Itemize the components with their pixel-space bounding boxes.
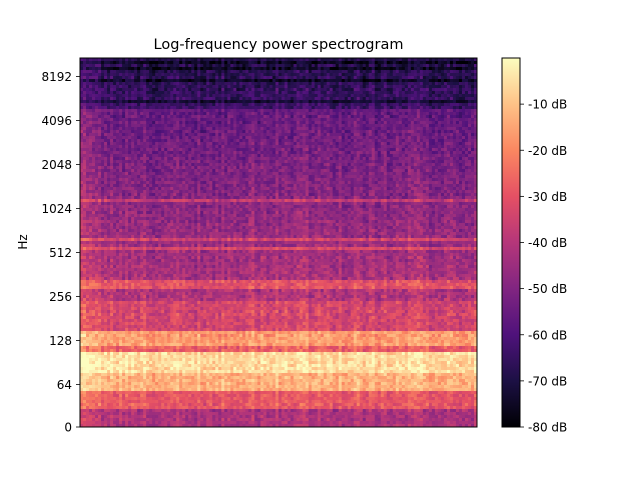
y-tick-label: 128: [49, 334, 72, 348]
colorbar-axis: -10 dB -20 dB -30 dB -40 dB -50 dB -60 dB -70 …: [520, 98, 567, 435]
colorbar-tick-label: -60 dB: [528, 328, 567, 342]
y-tick-label: 1024: [41, 202, 72, 216]
y-tick-label: 4096: [41, 114, 72, 128]
colorbar-tick-label: -50 dB: [528, 282, 567, 296]
y-tick-label: 0: [64, 421, 72, 435]
y-tick-label: 512: [49, 246, 72, 260]
colorbar-gradient: [502, 58, 520, 427]
colorbar-tick-label: -70 dB: [528, 374, 567, 388]
spectrogram-heatmap: [80, 58, 477, 427]
plot-frame: [79, 57, 478, 428]
y-axis: 0 64 128 256 512 1024 2048 4096 8192: [41, 70, 80, 435]
colorbar-tick-label: -10 dB: [528, 98, 567, 112]
colorbar-tick-label: -30 dB: [528, 190, 567, 204]
y-tick-label: 256: [49, 290, 72, 304]
y-tick-label: 8192: [41, 70, 72, 84]
chart-title: Log-frequency power spectrogram: [154, 37, 404, 53]
colorbar-tick-label: -20 dB: [528, 144, 567, 158]
y-tick-label: 2048: [41, 158, 72, 172]
y-tick-label: 64: [57, 378, 72, 392]
colorbar-tick-label: -40 dB: [528, 236, 567, 250]
y-axis-label: Hz: [16, 234, 30, 249]
colorbar-tick-label: -80 dB: [528, 421, 567, 435]
